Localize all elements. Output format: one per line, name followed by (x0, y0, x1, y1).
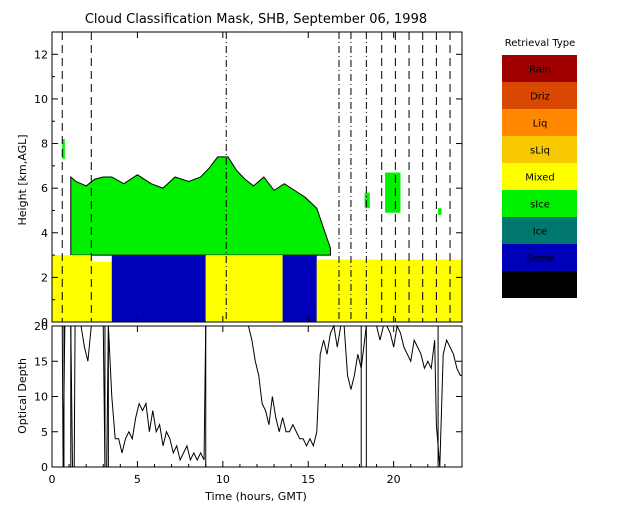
mask-region-2 (111, 255, 206, 322)
mask-ytick-label-3: 6 (41, 182, 48, 195)
mask-ytick-label-5: 10 (34, 93, 48, 106)
legend-swatch-driz (502, 82, 577, 109)
legend-label-sice: sIce (530, 200, 550, 211)
mask-ytick-label-2: 4 (41, 227, 48, 240)
chart-title: Cloud Classification Mask, SHB, Septembe… (85, 12, 427, 27)
mask-region-9 (438, 208, 442, 215)
legend-label-liq: Liq (533, 119, 548, 130)
od-ytick-label-2: 10 (34, 391, 48, 404)
mask-frame (51, 31, 463, 323)
legend-swatch-uncrt (502, 271, 577, 298)
legend-label-snow: Snow (527, 254, 554, 265)
mask-ytick-label-6: 12 (34, 48, 48, 61)
optical-depth-plot-area (52, 324, 462, 468)
od-ytick-label-1: 5 (41, 426, 48, 439)
legend-title: Retrieval Type (505, 38, 576, 49)
od-xtick-label-4: 20 (387, 473, 401, 486)
legend-swatch-sice (502, 190, 577, 217)
legend-label-ice: Ice (533, 227, 548, 238)
mask-axes: 0 2 4 6 8 10 12 (34, 31, 463, 329)
mask-ytick-label-0: 0 (41, 316, 48, 329)
legend-swatch-snow (502, 244, 577, 271)
mask-ytick-label-4: 8 (41, 138, 48, 151)
legend-swatch-sliq (502, 136, 577, 163)
od-xtick-label-3: 15 (301, 473, 315, 486)
legend-label-sliq: sLiq (530, 146, 550, 157)
mask-ylabel: Height [km,AGL] (16, 134, 29, 225)
mask-region-0 (52, 255, 92, 322)
legend-swatch-ice (502, 217, 577, 244)
mask-region-4 (282, 255, 317, 322)
mask-ytick-label-1: 2 (41, 271, 48, 284)
retrieval-type-legend: Retrieval Type Rain Driz Liq sLiq Mixed sIce I… (502, 38, 577, 298)
legend-label-driz: Driz (530, 92, 550, 103)
legend-label-uncrt: Uncrt (526, 281, 553, 292)
mask-region-3 (205, 255, 283, 322)
optical-depth-series-line (52, 324, 462, 468)
od-ytick-label-3: 15 (34, 355, 48, 368)
mask-region-1 (91, 261, 112, 322)
optical-depth-ylabel: Optical Depth (16, 358, 29, 434)
od-frame (51, 325, 463, 468)
mask-region-7 (364, 192, 370, 209)
optical-depth-axes: 0 5 10 15 20 0 5 10 15 20 (34, 320, 463, 486)
od-xtick-label-2: 10 (216, 473, 230, 486)
od-xtick-label-1: 5 (134, 473, 141, 486)
od-ytick-label-0: 0 (41, 461, 48, 474)
legend-swatch-rain (502, 55, 577, 82)
mask-region-5 (316, 259, 462, 322)
legend-swatch-mixed (502, 163, 577, 190)
od-ytick-label-4: 20 (34, 320, 48, 333)
sice-cloud-region (70, 156, 331, 256)
od-xtick-label-0: 0 (49, 473, 56, 486)
mask-plot-area (52, 32, 462, 322)
mask-region-8 (385, 172, 401, 213)
legend-label-mixed: Mixed (525, 173, 555, 184)
legend-swatch-liq (502, 109, 577, 136)
mask-region-6 (62, 139, 65, 160)
legend-label-rain: Rain (529, 65, 551, 76)
time-xlabel: Time (hours, GMT) (204, 490, 307, 503)
